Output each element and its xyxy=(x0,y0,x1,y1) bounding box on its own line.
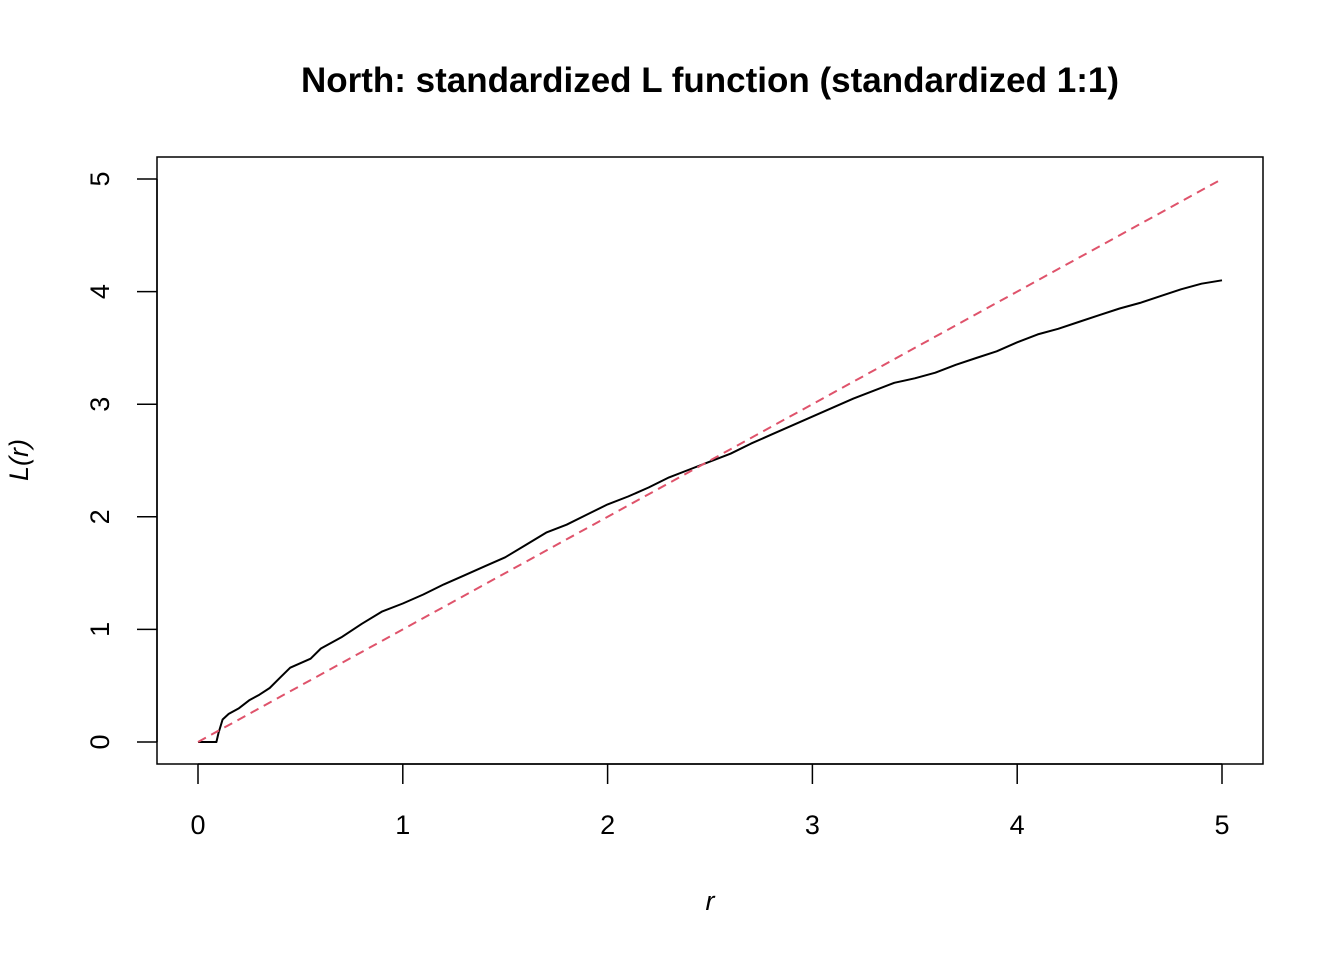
x-axis: 0 1 2 3 4 5 xyxy=(190,763,1230,840)
x-tick-label: 0 xyxy=(190,810,205,840)
y-tick-label: 4 xyxy=(85,284,115,299)
x-tick-label: 3 xyxy=(805,810,820,840)
x-axis-label: r xyxy=(706,886,716,916)
theoretical-line xyxy=(197,178,1223,743)
y-axis-label: L(r) xyxy=(4,439,34,481)
observed-line xyxy=(198,279,1223,743)
series-layer xyxy=(197,178,1223,743)
y-tick-label: 0 xyxy=(85,734,115,749)
x-tick-label: 5 xyxy=(1214,810,1229,840)
y-tick-label: 5 xyxy=(85,171,115,186)
chart-title: North: standardized L function (standard… xyxy=(301,61,1119,100)
x-tick-label: 2 xyxy=(600,810,615,840)
y-axis: 0 1 2 3 4 5 xyxy=(85,171,158,750)
x-tick-label: 4 xyxy=(1010,810,1025,840)
y-tick-label: 1 xyxy=(85,622,115,637)
y-tick-label: 2 xyxy=(85,509,115,524)
y-tick-label: 3 xyxy=(85,397,115,412)
x-tick-label: 1 xyxy=(395,810,410,840)
